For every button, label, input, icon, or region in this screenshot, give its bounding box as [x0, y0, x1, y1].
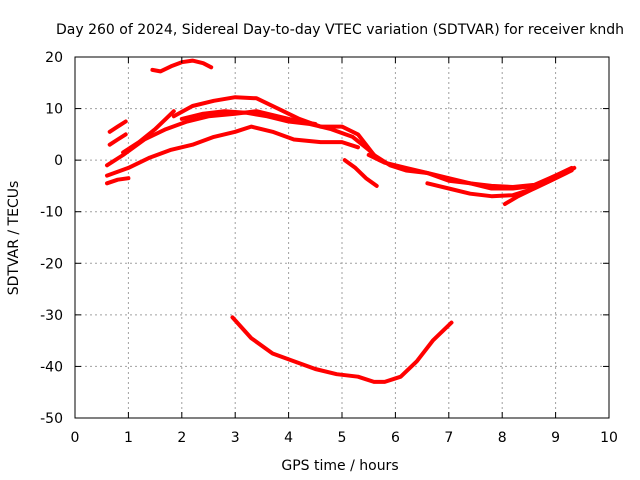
y-tick-label: -10: [40, 205, 63, 221]
x-tick-label: 5: [338, 430, 347, 446]
x-tick-label: 10: [600, 430, 618, 446]
series-group: [105, 58, 577, 384]
series-arc-11: [366, 153, 574, 189]
x-tick-label: 3: [231, 430, 240, 446]
x-tick-label: 4: [284, 430, 293, 446]
series-arc-4: [121, 109, 176, 155]
ticks: [74, 56, 610, 419]
x-tick-label: 6: [391, 430, 400, 446]
series-arc-14: [230, 315, 454, 384]
series-arc-9: [179, 109, 382, 163]
y-tick-label: -30: [40, 308, 63, 324]
series-arc-2: [107, 132, 128, 147]
y-tick-label: 20: [45, 50, 63, 66]
series-arc-10: [342, 158, 379, 188]
series-arc-5: [105, 109, 318, 168]
x-axis-label: GPS time / hours: [281, 458, 398, 474]
grid: [75, 57, 609, 418]
y-tick-labels: 20 10 0 -10 -20 -30 -40 -50: [40, 50, 63, 427]
series-arc-1: [107, 119, 128, 134]
x-tick-labels: 0 1 2 3 4 5 6 7 8 9 10: [71, 430, 618, 446]
series-arc-13: [502, 165, 577, 206]
x-tick-label: 1: [124, 430, 133, 446]
x-tick-label: 2: [177, 430, 186, 446]
chart-title: Day 260 of 2024, Sidereal Day-to-day VTE…: [56, 22, 624, 38]
y-tick-label: 0: [54, 153, 63, 169]
x-tick-label: 9: [551, 430, 560, 446]
series-arc-6: [105, 124, 360, 178]
x-tick-label: 8: [498, 430, 507, 446]
y-tick-label: -50: [40, 411, 63, 427]
y-tick-label: -40: [40, 359, 63, 375]
x-tick-label: 0: [71, 430, 80, 446]
y-tick-label: 10: [45, 102, 63, 118]
series-arc-7: [105, 176, 131, 186]
y-tick-label: -20: [40, 256, 63, 272]
y-axis-label: SDTVAR / TECUs: [6, 181, 22, 296]
x-tick-label: 7: [444, 430, 453, 446]
